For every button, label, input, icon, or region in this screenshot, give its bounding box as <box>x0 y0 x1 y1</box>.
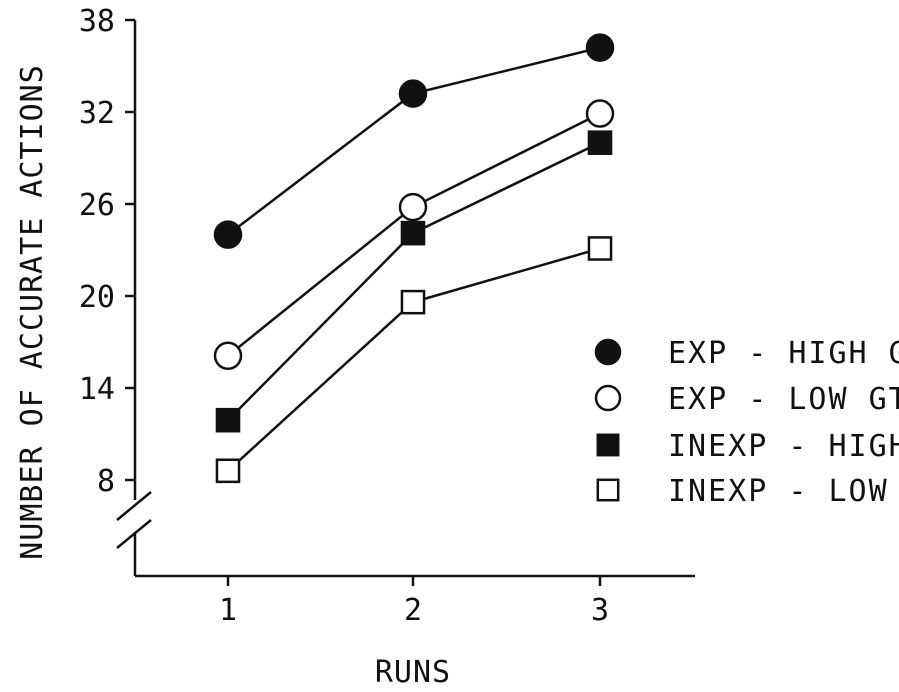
data-point <box>215 458 241 484</box>
y-tick-label: 32 <box>79 96 115 131</box>
y-tick-label: 14 <box>79 372 115 407</box>
x-tick-label: 1 <box>219 593 237 628</box>
y-tick-label: 8 <box>97 464 115 499</box>
legend-label: EXP - LOW GT <box>668 382 899 417</box>
y-tick-label: 26 <box>79 188 115 223</box>
data-point <box>587 236 613 261</box>
y-tick-label: 20 <box>79 280 115 315</box>
data-point <box>585 33 615 62</box>
legend-label: INEXP - LOW <box>668 474 889 509</box>
series-line <box>227 247 601 472</box>
data-point <box>587 130 613 155</box>
y-tick-label: 38 <box>79 4 115 39</box>
data-point <box>398 79 428 108</box>
data-point <box>215 407 241 433</box>
data-point <box>213 220 243 249</box>
legend-label: EXP - HIGH G <box>668 336 899 371</box>
x-tick-label: 3 <box>591 593 609 628</box>
legend: EXP - HIGH G EXP - LOW GT INEXP - HIGH INEX… <box>594 336 899 509</box>
legend-marker <box>594 384 622 412</box>
x-tick-label: 2 <box>404 593 422 628</box>
x-ticks: 1 2 3 <box>219 576 609 628</box>
y-ticks: 8 14 20 26 32 38 <box>79 4 135 499</box>
data-point <box>400 289 426 315</box>
legend-label: INEXP - HIGH <box>668 429 899 464</box>
y-axis-title: NUMBER OF ACCURATE ACTIONS <box>15 64 50 560</box>
legend-marker <box>596 478 620 502</box>
legend-marker <box>596 433 620 457</box>
data-point <box>398 192 428 222</box>
data-point <box>400 220 426 246</box>
axis-break-mark <box>116 519 152 549</box>
data-point <box>213 341 243 371</box>
series-line <box>227 141 601 422</box>
data-point <box>585 99 615 128</box>
series-lines <box>227 46 601 472</box>
axis-break-mark <box>116 491 152 521</box>
series-markers <box>213 33 615 484</box>
x-axis-title: RUNS <box>375 655 451 690</box>
legend-marker <box>594 338 622 366</box>
